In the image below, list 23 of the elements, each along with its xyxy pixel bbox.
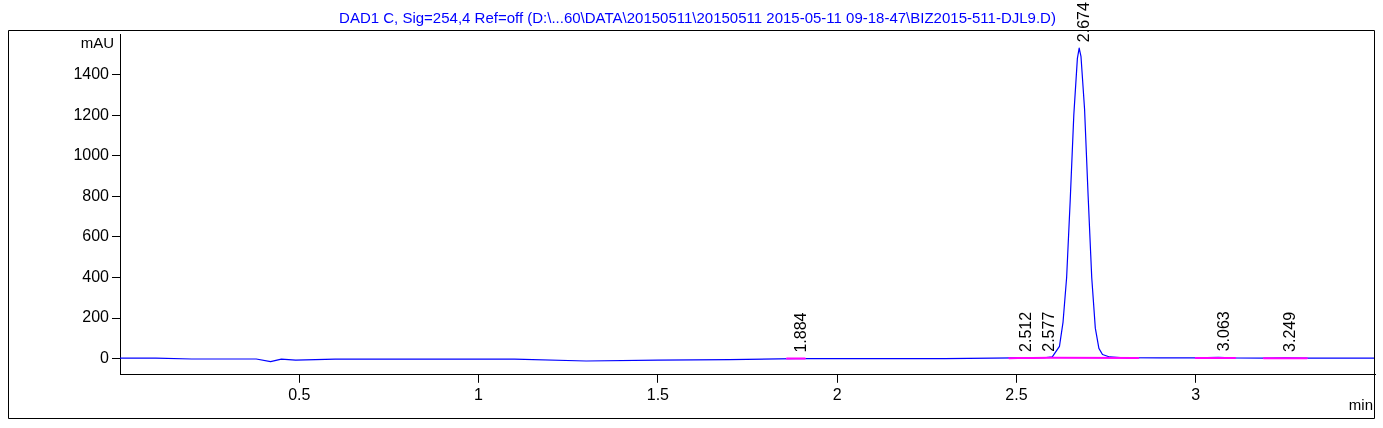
- chart-title: DAD1 C, Sig=254,4 Ref=off (D:\...60\DATA\20150511\20150511 2015-05-11 09-18-47\BIZ2015-511-DJL9.D): [339, 9, 1056, 27]
- annotation: 3.063: [1214, 311, 1232, 352]
- y-axis-title: mAU: [80, 33, 114, 51]
- annotation: 1.884: [791, 312, 809, 353]
- annotation: 3.249: [1281, 311, 1299, 352]
- y-tick-label: 800: [82, 186, 110, 204]
- x-tick-label: 2.5: [1005, 385, 1028, 403]
- y-tick-label: 1000: [73, 146, 110, 164]
- x-tick-label: 3: [1191, 385, 1201, 403]
- y-tick-label: 200: [82, 308, 110, 326]
- x-axis-title: min: [1348, 396, 1373, 414]
- y-tick-label: 400: [82, 267, 110, 285]
- y-tick-label: 1400: [73, 64, 110, 82]
- annotation: 2.577: [1040, 311, 1058, 352]
- annotation: 2.512: [1017, 311, 1035, 352]
- y-tick-label: 1200: [73, 105, 110, 123]
- annotation: 2.674: [1075, 2, 1093, 43]
- y-tick-label: 0: [100, 348, 110, 366]
- x-tick-label: 0.5: [288, 385, 311, 403]
- y-tick-label: 600: [82, 227, 110, 245]
- x-tick-label: 1: [474, 385, 484, 403]
- x-tick-label: 2: [832, 385, 842, 403]
- x-tick-label: 1.5: [646, 385, 670, 403]
